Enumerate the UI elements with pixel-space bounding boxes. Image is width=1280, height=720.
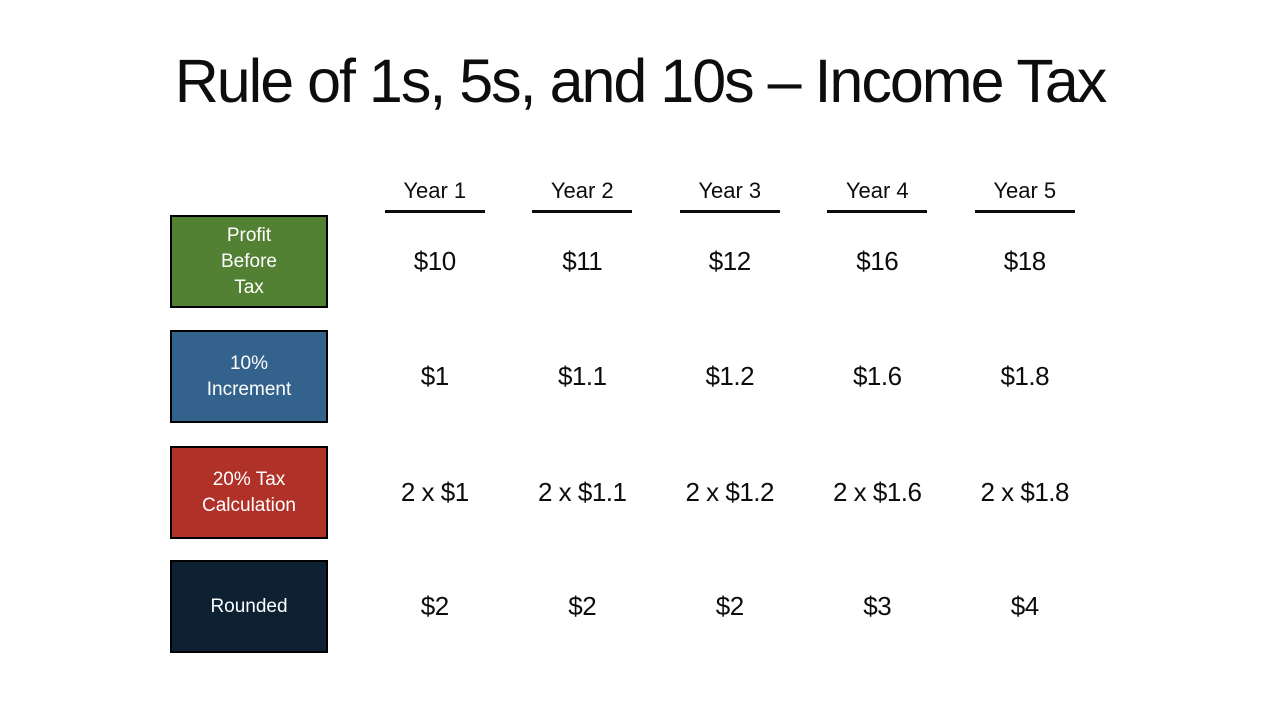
table-cell: $11 xyxy=(562,246,603,276)
table-cell: $2 xyxy=(715,591,744,621)
table-cell: 2 x $1 xyxy=(400,477,469,507)
table-cell: 2 x $1.8 xyxy=(980,477,1069,507)
table-cell: $10 xyxy=(413,246,456,276)
year-5-header-label: Year 5 xyxy=(993,178,1057,203)
table-cell: 2 x $1.6 xyxy=(832,477,922,507)
year-5-header: Year 5 xyxy=(951,160,1099,215)
table-cell: $18 xyxy=(1003,246,1046,276)
table-cell: $1 xyxy=(420,361,449,391)
year-2-header-label: Year 2 xyxy=(550,178,614,203)
row-label-box-10-percent-increment: 10% Increment xyxy=(170,330,328,423)
year-3-header-label: Year 3 xyxy=(698,178,762,203)
year-1-header-label: Year 1 xyxy=(403,178,467,203)
table-cell: $12 xyxy=(708,246,751,276)
slide-title: Rule of 1s, 5s, and 10s – Income Tax xyxy=(174,47,1108,115)
row-label-box-20-percent-tax-calculation: 20% Tax Calculation xyxy=(170,446,328,539)
rule-table: Year 1 Year 2 Year 3 Year 4 Year 5 Profi… xyxy=(170,160,1099,653)
table-cell: $1.8 xyxy=(1000,361,1050,391)
table-cell: 2 x $1.2 xyxy=(685,477,774,507)
year-3-header: Year 3 xyxy=(656,160,804,215)
year-2-underline xyxy=(532,210,633,213)
row-label-box-profit-before-tax: Profit Before Tax xyxy=(170,215,328,308)
table-cell: $1.2 xyxy=(705,361,755,391)
table-cell: $4 xyxy=(1010,591,1039,621)
year-1-header: Year 1 xyxy=(361,160,509,215)
year-5-underline xyxy=(974,210,1075,213)
table-cell: $3 xyxy=(863,591,892,621)
table-cell: $16 xyxy=(856,246,899,276)
year-4-underline xyxy=(827,210,928,213)
year-2-header: Year 2 xyxy=(509,160,657,215)
year-4-header: Year 4 xyxy=(804,160,952,215)
table-cell: $1.1 xyxy=(557,361,607,391)
table-cell: 2 x $1.1 xyxy=(537,477,627,507)
table-cell: $2 xyxy=(568,591,597,621)
table-cell: $2 xyxy=(420,591,449,621)
row-label-box-rounded: Rounded xyxy=(170,560,328,653)
year-1-underline xyxy=(384,210,485,213)
year-3-underline xyxy=(679,210,780,213)
table-cell: $1.6 xyxy=(852,361,902,391)
header-spacer xyxy=(170,160,361,215)
year-4-header-label: Year 4 xyxy=(845,178,909,203)
